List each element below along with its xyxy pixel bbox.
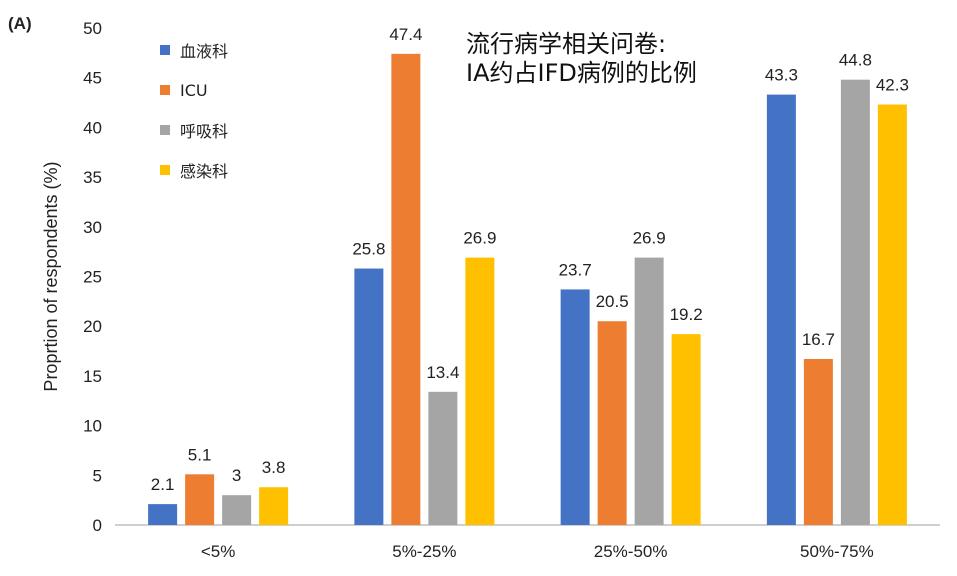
bar [597, 321, 627, 525]
legend: 血液科 ICU 呼吸科 感染科 [160, 40, 228, 200]
bar [391, 53, 421, 526]
y-tick-label: 30 [83, 218, 102, 237]
data-label: 26.9 [463, 229, 496, 248]
bar [185, 474, 215, 525]
bar [803, 359, 833, 525]
bar [560, 289, 590, 525]
x-tick-label: 5%-25% [392, 542, 456, 561]
panel-label: (A) [8, 14, 32, 33]
bar [465, 257, 495, 525]
bar [428, 391, 458, 525]
annotation-line: IA约占IFD病例的比例 [466, 59, 697, 87]
legend-swatch [160, 45, 170, 55]
annotation: 流行病学相关问卷: IA约占IFD病例的比例 [466, 30, 697, 88]
x-tick-label: 25%-50% [594, 542, 668, 561]
y-tick-label: 35 [83, 168, 102, 187]
y-tick-label: 15 [83, 367, 102, 386]
bar [634, 257, 664, 525]
legend-label: 感染科 [180, 162, 229, 181]
y-tick-label: 0 [93, 516, 102, 535]
legend-swatch [160, 125, 170, 135]
data-label: 23.7 [559, 260, 592, 279]
bar [148, 504, 178, 525]
data-label: 26.9 [633, 229, 666, 248]
bar [840, 79, 870, 526]
data-label: 3.8 [262, 458, 286, 477]
legend-item: 感染科 [160, 160, 229, 181]
x-tick-label: <5% [201, 542, 236, 561]
bar [259, 487, 289, 525]
data-label: 43.3 [765, 66, 798, 85]
legend-swatch [160, 165, 170, 175]
legend-label: 血液科 [180, 42, 229, 61]
y-tick-label: 40 [83, 118, 102, 137]
x-tick-label: 50%-75% [800, 542, 874, 561]
data-label: 16.7 [802, 330, 835, 349]
y-tick-label: 5 [93, 466, 102, 485]
data-label: 13.4 [426, 363, 459, 382]
data-label: 19.2 [670, 305, 703, 324]
data-label: 44.8 [839, 51, 872, 70]
bar [877, 104, 907, 526]
y-tick-label: 45 [83, 69, 102, 88]
data-label: 5.1 [188, 445, 212, 464]
data-label: 25.8 [352, 240, 385, 259]
axes: 0 5 10 15 20 25 30 35 40 45 50 Proprtion of respond… [41, 19, 940, 561]
bar [766, 94, 796, 526]
bars [148, 53, 907, 526]
y-tick-label: 50 [83, 19, 102, 38]
data-label: 3 [232, 466, 241, 485]
bar [222, 495, 252, 525]
data-label: 2.1 [151, 475, 175, 494]
bar [354, 268, 384, 525]
annotation-line: 流行病学相关问卷: [466, 30, 667, 58]
y-tick-label: 20 [83, 317, 102, 336]
legend-item: ICU [160, 80, 228, 100]
legend-label: 呼吸科 [180, 122, 229, 141]
y-tick-label: 10 [83, 417, 102, 436]
bar [671, 334, 701, 525]
data-label: 20.5 [596, 292, 629, 311]
data-labels: 2.1 5.1 3 3.8 25.8 47.4 13.4 26.9 23.720.5 26.9 19… [151, 25, 909, 494]
legend-item: 血液科 [160, 40, 229, 61]
y-tick-label: 25 [83, 268, 102, 287]
legend-swatch [160, 85, 170, 95]
data-label: 47.4 [389, 25, 422, 44]
legend-label: ICU [180, 80, 208, 100]
data-label: 42.3 [876, 76, 909, 95]
legend-item: 呼吸科 [160, 120, 229, 141]
y-axis-label: Proprtion of respondents (%) [41, 161, 61, 391]
